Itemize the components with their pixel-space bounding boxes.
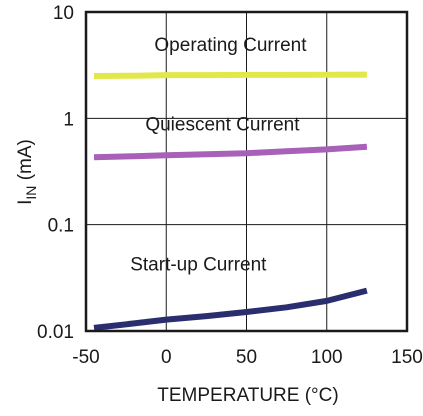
y-axis-label-main: I: [15, 200, 36, 205]
series-annotation: Start-up Current: [130, 255, 267, 276]
start-up-current-line: [93, 287, 368, 331]
y-axis-label-subscript: IN: [23, 186, 39, 200]
x-axis-label: TEMPERATURE (°C): [157, 385, 338, 406]
y-tick-labels: 0.01 0.1 1 10: [37, 3, 74, 343]
quiescent-current-line: [93, 143, 368, 161]
x-tick-labels: -50 0 50 100 150: [72, 347, 423, 368]
x-tick-label: 50: [236, 347, 257, 368]
plot-frame: [84, 10, 409, 333]
x-tick-label: -50: [72, 347, 99, 368]
series-annotation: Operating Current: [154, 35, 307, 56]
grid-layer: [86, 12, 407, 331]
y-tick-label: 0.01: [37, 322, 74, 343]
y-tick-label: 0.1: [48, 216, 74, 237]
annotations: Operating Current Quiescent Current Start-…: [130, 35, 307, 276]
y-tick-label: 10: [53, 3, 74, 24]
y-tick-label: 1: [63, 109, 74, 130]
series-annotation: Quiescent Current: [145, 114, 300, 135]
x-tick-label: 100: [311, 347, 343, 368]
x-tick-label: 0: [161, 347, 172, 368]
y-axis-label: IIN (mA): [15, 139, 39, 205]
x-tick-label: 150: [391, 347, 423, 368]
series-layer: [93, 71, 368, 331]
operating-current-line: [93, 71, 367, 79]
y-axis-label-unit: (mA): [15, 139, 36, 185]
